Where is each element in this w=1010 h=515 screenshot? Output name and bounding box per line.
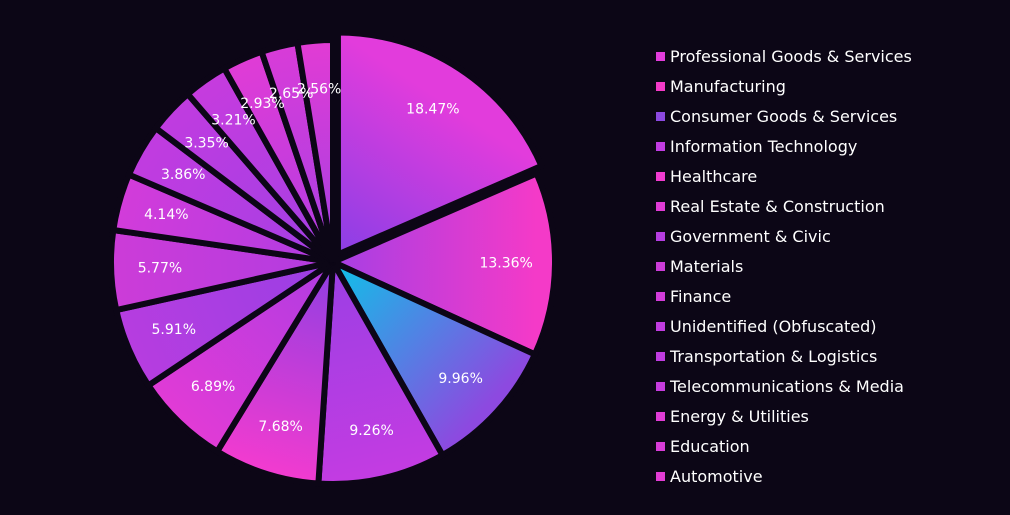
legend-label: Unidentified (Obfuscated) [670, 316, 877, 336]
slice-value-label-9: 4.14% [144, 207, 188, 223]
legend-swatch [656, 321, 665, 331]
legend-item-5: Healthcare [656, 161, 912, 191]
slice-value-label-12: 3.21% [211, 112, 255, 128]
slice-value-label-8: 5.77% [138, 260, 182, 276]
legend-label: Telecommunications & Media [670, 376, 904, 396]
legend-swatch [656, 51, 665, 61]
slice-value-label-4: 9.26% [349, 423, 393, 439]
legend-swatch [656, 111, 665, 121]
legend-item-12: Telecommunications & Media [656, 371, 912, 401]
legend-swatch [656, 351, 665, 361]
legend-label: Manufacturing [670, 76, 786, 96]
legend-label: Finance [670, 286, 732, 306]
legend-swatch [656, 471, 665, 481]
slice-value-label-14: 2.65% [269, 86, 313, 102]
legend-item-14: Education [656, 431, 912, 461]
legend-swatch [656, 231, 665, 241]
slice-value-label-7: 5.91% [152, 322, 196, 338]
legend-label: Transportation & Logistics [670, 346, 878, 366]
legend-label: Information Technology [670, 136, 858, 156]
legend-label: Government & Civic [670, 226, 831, 246]
legend-item-8: Materials [656, 251, 912, 281]
pie-value-labels: 18.47% 13.36% 9.96% 9.26% 7.68% 6.89% 5.91% 5.7… [138, 81, 533, 438]
legend-swatch [656, 291, 665, 301]
legend-swatch [656, 141, 665, 151]
pie-slice-15 [294, 36, 336, 263]
pie-slice-2 [325, 169, 558, 359]
slice-value-label-11: 3.35% [184, 136, 228, 152]
legend-label: Consumer Goods & Services [670, 106, 898, 126]
legend-swatch [656, 171, 665, 181]
legend-swatch [656, 81, 665, 91]
chart-legend: Professional Goods & Services Manufacturi… [656, 41, 912, 491]
legend-label: Materials [670, 256, 744, 276]
legend-item-10: Unidentified (Obfuscated) [656, 311, 912, 341]
slice-value-label-10: 3.86% [161, 167, 205, 183]
legend-item-4: Information Technology [656, 131, 912, 161]
legend-label: Professional Goods & Services [670, 46, 912, 66]
pie-slice-4 [315, 251, 447, 487]
pie-slice-1 [334, 29, 546, 260]
legend-item-2: Manufacturing [656, 71, 912, 101]
legend-swatch [656, 411, 665, 421]
legend-label: Real Estate & Construction [670, 196, 885, 216]
legend-label: Education [670, 436, 750, 456]
legend-label: Healthcare [670, 166, 758, 186]
legend-item-13: Energy & Utilities [656, 401, 912, 431]
legend-label: Energy & Utilities [670, 406, 809, 426]
pie-slices [108, 29, 558, 487]
slice-value-label-3: 9.96% [438, 371, 482, 387]
legend-swatch [656, 441, 665, 451]
slice-value-label-5: 7.68% [258, 419, 302, 435]
legend-swatch [656, 261, 665, 271]
legend-item-3: Consumer Goods & Services [656, 101, 912, 131]
slice-value-label-15: 2.56% [297, 81, 341, 97]
legend-item-9: Finance [656, 281, 912, 311]
legend-item-11: Transportation & Logistics [656, 341, 912, 371]
legend-item-1: Professional Goods & Services [656, 41, 912, 71]
pie-slice-3 [325, 255, 539, 460]
legend-item-6: Real Estate & Construction [656, 191, 912, 221]
legend-label: Automotive [670, 466, 763, 486]
legend-swatch [656, 201, 665, 211]
slice-value-label-2: 13.36% [479, 256, 532, 272]
legend-item-7: Government & Civic [656, 221, 912, 251]
slice-value-label-1: 18.47% [406, 102, 459, 118]
slice-value-label-6: 6.89% [191, 379, 235, 395]
legend-swatch [656, 381, 665, 391]
slice-value-label-13: 2.93% [240, 96, 284, 112]
legend-item-15: Automotive [656, 461, 912, 491]
